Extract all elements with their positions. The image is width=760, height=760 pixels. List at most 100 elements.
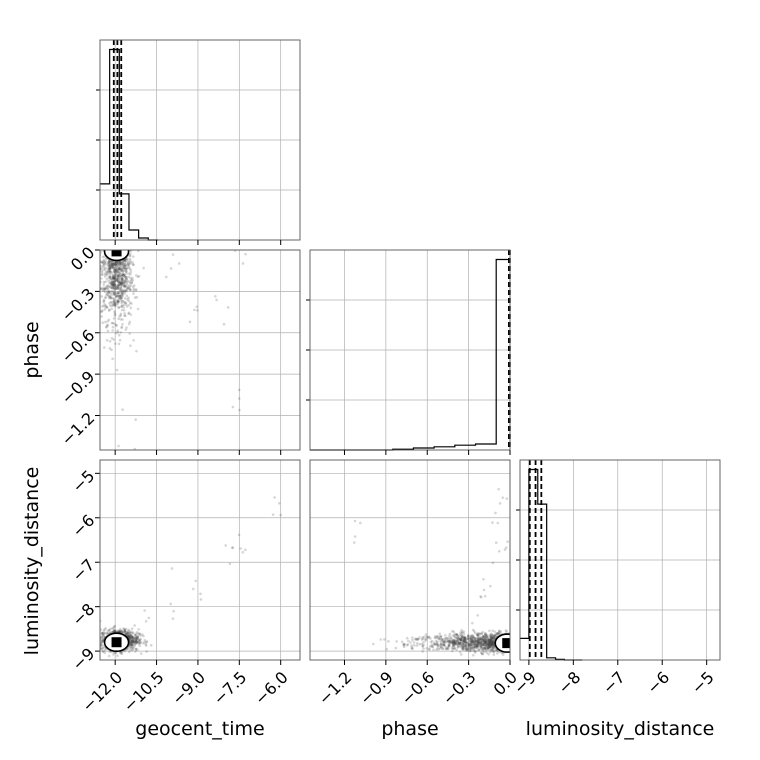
scatter-point	[110, 277, 114, 281]
scatter-point	[124, 627, 128, 631]
scatter-point	[95, 640, 98, 643]
scatter-point	[118, 274, 122, 278]
scatter-point	[478, 642, 482, 645]
scatter-point	[477, 643, 481, 646]
scatter-point	[117, 306, 121, 309]
scatter-point	[457, 641, 461, 645]
scatter-point	[126, 631, 130, 635]
scatter-point	[112, 266, 115, 269]
scatter-point	[129, 288, 132, 292]
scatter-point	[477, 639, 480, 643]
scatter-point	[120, 308, 124, 312]
scatter-point	[120, 629, 124, 633]
scatter-point	[110, 264, 113, 268]
scatter-point	[127, 275, 131, 279]
scatter-point	[478, 641, 481, 644]
scatter-point	[456, 645, 460, 649]
scatter-point	[137, 632, 140, 635]
scatter-point	[130, 281, 133, 285]
scatter-point	[486, 641, 490, 644]
scatter-point	[352, 541, 356, 544]
scatter-point	[462, 638, 465, 642]
scatter-point	[138, 644, 141, 648]
scatter-point	[472, 642, 475, 646]
scatter-point	[464, 644, 468, 648]
scatter-point	[477, 644, 480, 647]
scatter-point	[429, 640, 433, 644]
scatter-point	[477, 638, 481, 641]
scatter-point	[451, 643, 455, 647]
scatter-point	[127, 635, 131, 639]
scatter-point	[136, 635, 139, 639]
scatter-point	[459, 633, 463, 636]
scatter-point	[492, 641, 495, 644]
scatter-point	[120, 273, 123, 277]
scatter-point	[472, 646, 475, 650]
scatter-point	[128, 635, 131, 639]
y-label-luminosity-distance: luminosity_distance	[21, 467, 43, 656]
scatter-point	[114, 275, 117, 278]
scatter-point	[470, 637, 473, 640]
scatter-point	[131, 640, 134, 644]
scatter-point	[490, 641, 494, 645]
scatter-point	[483, 632, 487, 636]
scatter-point	[120, 652, 124, 655]
scatter-point	[111, 630, 115, 634]
scatter-point	[475, 644, 479, 647]
scatter-point	[485, 635, 489, 638]
scatter-point	[114, 266, 117, 270]
scatter-point	[124, 267, 128, 271]
x-tick-label: −7	[599, 668, 629, 698]
scatter-point	[433, 643, 437, 646]
scatter-point	[118, 262, 122, 266]
scatter-point	[118, 296, 121, 300]
scatter-point	[402, 645, 406, 649]
scatter-point	[455, 637, 459, 641]
scatter-point	[130, 646, 133, 650]
scatter-point	[484, 637, 488, 640]
scatter-point	[114, 291, 118, 295]
scatter-point	[128, 635, 131, 638]
scatter-point	[428, 648, 431, 651]
scatter-point	[102, 262, 105, 265]
scatter-point	[121, 299, 124, 303]
scatter-point	[102, 634, 105, 638]
scatter-point	[117, 267, 121, 271]
scatter-point	[271, 513, 275, 516]
scatter-point	[131, 638, 134, 642]
scatter-point	[464, 647, 468, 651]
scatter-point	[115, 261, 119, 264]
scatter-point	[108, 266, 112, 270]
scatter-point	[464, 644, 467, 647]
scatter-point	[110, 263, 113, 267]
scatter-point	[484, 641, 488, 644]
scatter-point	[125, 282, 128, 285]
scatter-point	[485, 643, 488, 647]
scatter-point	[131, 276, 134, 280]
scatter-point	[462, 635, 465, 638]
scatter-point	[118, 271, 121, 275]
scatter-point	[452, 638, 455, 642]
scatter-point	[122, 264, 126, 268]
scatter-point	[101, 265, 105, 269]
scatter-point	[481, 647, 485, 650]
scatter-point	[116, 276, 120, 279]
scatter-point	[114, 284, 117, 288]
scatter-point	[450, 640, 454, 644]
scatter-point	[467, 642, 470, 646]
scatter-point	[448, 639, 451, 643]
scatter-point	[476, 639, 480, 642]
scatter-point	[491, 644, 494, 648]
scatter-point	[488, 633, 492, 637]
panel-frame	[309, 249, 511, 451]
scatter-point	[114, 651, 118, 655]
scatter-point	[462, 645, 466, 649]
scatter-point	[114, 263, 118, 267]
scatter-point	[130, 641, 134, 645]
scatter-point	[394, 646, 398, 650]
scatter-point	[476, 634, 480, 638]
scatter-point	[123, 314, 126, 317]
scatter-point	[130, 643, 134, 647]
scatter-point	[117, 283, 120, 287]
scatter-point	[199, 598, 203, 601]
